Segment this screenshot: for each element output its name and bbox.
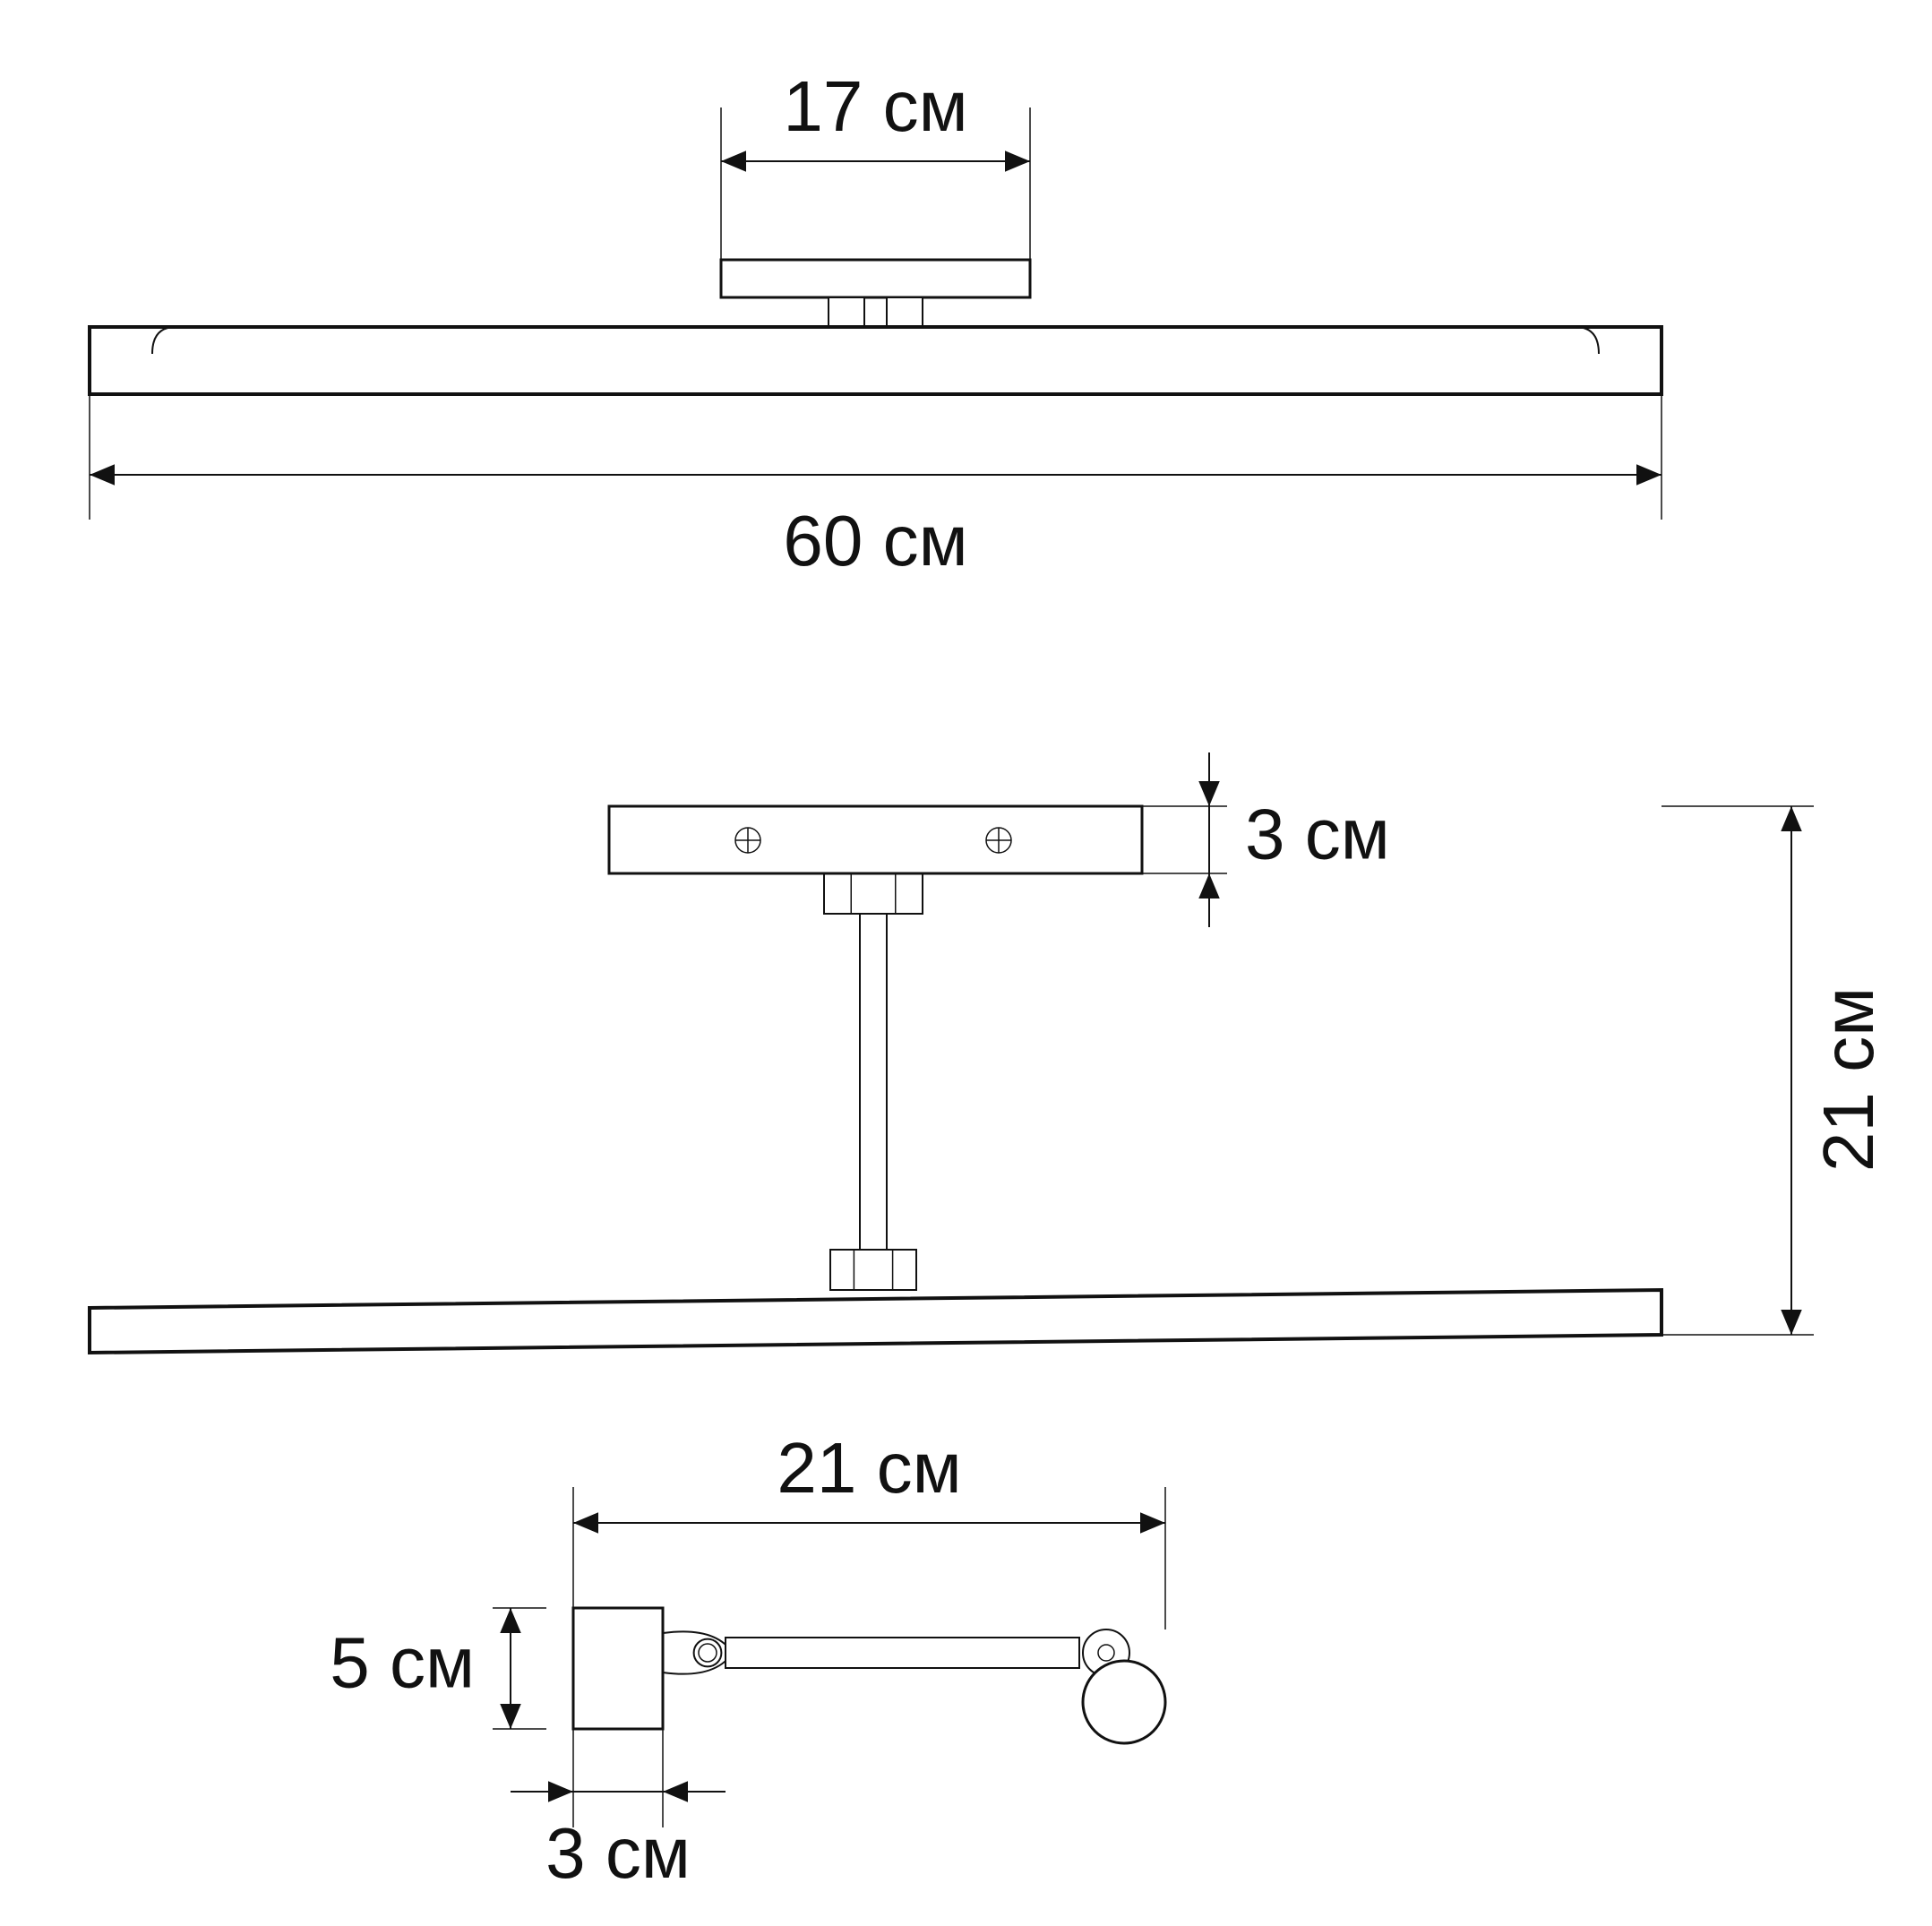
dim-label-21cm-vert: 21 см <box>1808 987 1888 1172</box>
dim-label-3cm-bracket: 3 см <box>545 1813 691 1893</box>
dim-label-17cm: 17 см <box>783 66 967 146</box>
dim-label-21cm-arm: 21 см <box>777 1428 961 1508</box>
dim-label-3cm-plate: 3 см <box>1245 795 1390 874</box>
dim-label-5cm: 5 см <box>330 1623 475 1703</box>
dim-label-60cm: 60 см <box>783 501 967 580</box>
